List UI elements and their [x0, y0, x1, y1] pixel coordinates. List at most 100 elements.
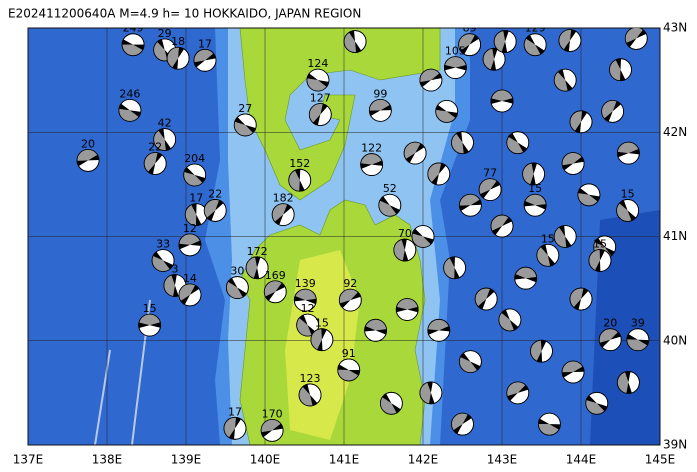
ball-black: [562, 156, 584, 171]
ball-rim: [626, 328, 650, 352]
depth-label: 27: [238, 102, 252, 115]
ball-rim: [558, 29, 582, 52]
focal-mechanism: [451, 131, 474, 155]
ball-rim: [617, 141, 640, 165]
ball-black: [178, 240, 201, 250]
focal-mechanism: [490, 214, 514, 238]
depth-label: 18: [171, 35, 185, 48]
lon-label: 139E: [171, 453, 202, 467]
ball-black: [617, 148, 640, 158]
focal-mechanism: [493, 30, 517, 53]
ball-black: [172, 47, 185, 70]
ball-black: [573, 288, 589, 310]
ball-rim: [151, 249, 175, 272]
focal-mechanism: [616, 199, 640, 222]
ball-black: [405, 143, 425, 163]
depth-label: 22: [148, 141, 162, 154]
ball-black: [530, 162, 537, 185]
ball-black: [191, 203, 202, 226]
depth-label: 17: [228, 405, 242, 418]
focal-mechanism: [577, 183, 601, 207]
ball-black: [294, 169, 305, 192]
focal-mechanism: [153, 128, 177, 151]
depth-label: 170: [262, 407, 283, 420]
focal-mechanism: [296, 313, 320, 337]
depth-label: 29: [158, 27, 172, 40]
ball-rim: [553, 68, 577, 92]
ball-black: [348, 30, 362, 53]
depth-label: 17: [189, 192, 203, 205]
ball-black: [625, 371, 632, 394]
ball-black: [477, 288, 495, 310]
ball-black: [557, 69, 573, 91]
lon-label: 138E: [92, 453, 123, 467]
focal-mechanism: [458, 33, 482, 57]
depth-label: 42: [158, 117, 172, 130]
ball-black: [431, 163, 446, 185]
ball-rim: [498, 308, 522, 332]
depth-label: 172: [247, 245, 268, 258]
ball-rim: [577, 183, 601, 207]
focal-mechanism: [506, 381, 530, 405]
focal-mechanism: [617, 371, 640, 394]
depth-label: 169: [265, 269, 286, 282]
focal-mechanism: [427, 162, 451, 186]
ball-black: [615, 58, 626, 81]
ball-rim: [490, 89, 514, 113]
ball-rim: [609, 58, 632, 82]
focal-mechanism: [626, 328, 650, 352]
ball-gray: [272, 203, 288, 225]
ball-black: [578, 188, 600, 202]
focal-mechanism: [522, 162, 545, 186]
focal-mechanism: [443, 256, 467, 280]
ball-black: [574, 110, 588, 133]
ball-rim: [474, 287, 498, 311]
depth-label: 15: [528, 182, 542, 195]
ball-black: [563, 29, 577, 52]
ball-black: [444, 64, 467, 71]
depth-label: 124: [307, 57, 328, 70]
ball-rim: [225, 276, 249, 299]
ball-black: [586, 395, 608, 412]
depth-label: 105: [445, 45, 466, 58]
ball-gray: [412, 233, 434, 248]
ball-gray: [585, 400, 608, 415]
focal-mechanism: [178, 283, 202, 307]
ball-rim: [233, 113, 257, 137]
ball-black: [312, 103, 328, 126]
ball-rim: [308, 103, 332, 126]
depth-label: 249: [123, 22, 144, 35]
ball-gray: [601, 100, 617, 122]
focal-mechanism: [498, 308, 522, 332]
ball-black: [427, 326, 450, 335]
focal-mechanism: [166, 46, 190, 70]
ball-black: [148, 152, 163, 175]
focal-mechanism: [411, 225, 435, 248]
focal-mechanism: [308, 103, 332, 126]
ball-black: [524, 200, 547, 210]
ball-rim: [360, 153, 384, 176]
ball-rim: [493, 30, 517, 53]
ball-rim: [478, 178, 502, 201]
ball-gray: [152, 256, 174, 272]
ball-rim: [364, 318, 388, 342]
focal-mechanism: [490, 89, 514, 113]
ball-gray: [183, 171, 206, 186]
ball-rim: [427, 318, 451, 342]
ball-rim: [203, 199, 227, 222]
ball-rim: [419, 381, 443, 405]
focal-mechanism: [514, 266, 538, 290]
ball-gray: [451, 413, 468, 434]
ball-rim: [395, 298, 419, 321]
lat-label: 41N: [663, 229, 687, 243]
ball-rim: [598, 328, 622, 352]
focal-mechanism: [458, 350, 482, 374]
ball-rim: [523, 33, 547, 57]
focal-mechanism: [271, 203, 295, 227]
focal-mechanism: [183, 163, 207, 187]
focal-mechanism: [536, 243, 560, 267]
depth-label: 17: [198, 37, 212, 50]
ball-rim: [288, 168, 312, 192]
ball-black: [480, 180, 501, 199]
ball-rim: [482, 47, 506, 71]
